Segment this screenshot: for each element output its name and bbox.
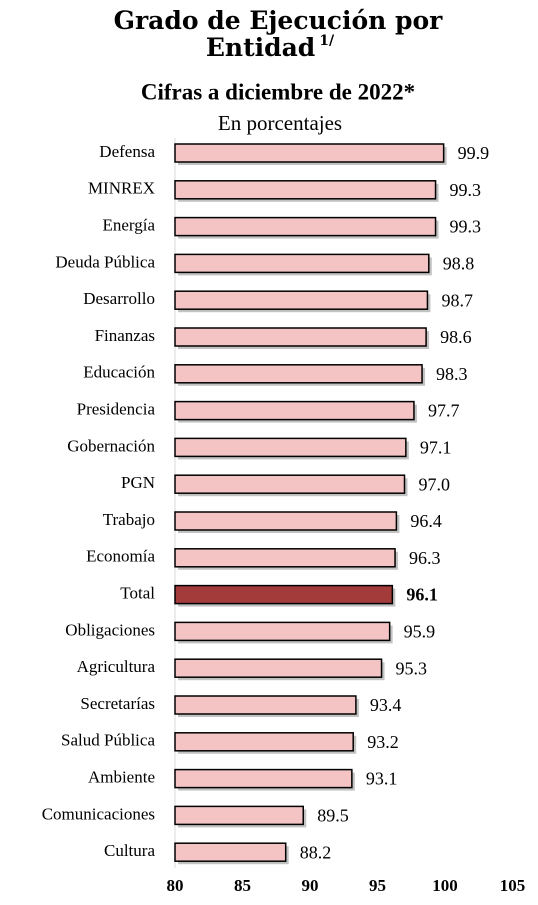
value-label: 96.4 xyxy=(410,511,442,531)
unit-label: En porcentajes xyxy=(218,111,342,135)
y-tick-label: Trabajo xyxy=(103,510,155,529)
bar xyxy=(174,474,406,494)
y-tick-label: Obligaciones xyxy=(65,620,155,639)
subtitle: Cifras a diciembre de 2022* xyxy=(141,79,415,104)
y-tick-label: Desarrollo xyxy=(83,289,155,308)
x-tick-label: 90 xyxy=(302,876,319,895)
value-label: 98.8 xyxy=(443,254,475,274)
bar xyxy=(174,437,407,458)
bar xyxy=(174,290,429,310)
value-label: 98.3 xyxy=(436,364,468,384)
value-label: 96.3 xyxy=(409,548,441,568)
value-label: 98.7 xyxy=(441,290,473,310)
value-label: 97.7 xyxy=(428,401,460,421)
value-label: 99.3 xyxy=(450,180,482,200)
bar xyxy=(174,400,415,421)
y-tick-label: Presidencia xyxy=(77,400,156,419)
x-tick-label: 80 xyxy=(167,876,184,895)
x-tick-label: 85 xyxy=(234,876,251,895)
y-tick-label: Secretarías xyxy=(80,694,155,713)
bar xyxy=(174,768,353,789)
y-tick-label: Educación xyxy=(83,363,155,382)
value-label: 95.9 xyxy=(404,622,436,642)
y-tick-label: Energía xyxy=(102,216,155,235)
bar xyxy=(174,732,354,752)
bar xyxy=(174,658,383,678)
title-line: Grado de Ejecución por xyxy=(114,6,444,35)
bar xyxy=(174,842,287,862)
y-tick-label: MINREX xyxy=(88,179,155,198)
value-label: 98.6 xyxy=(440,327,472,347)
y-tick-label: Salud Pública xyxy=(61,731,155,750)
value-label: 99.3 xyxy=(450,217,482,237)
value-label: 97.1 xyxy=(420,438,452,458)
bar xyxy=(174,511,398,531)
x-tick-label: 95 xyxy=(369,876,386,895)
y-tick-label: Deuda Pública xyxy=(55,252,155,271)
y-tick-label: Agricultura xyxy=(77,657,156,676)
value-label: 88.2 xyxy=(300,842,332,862)
y-tick-label: Cultura xyxy=(104,841,155,860)
y-tick-label: Finanzas xyxy=(95,326,155,345)
value-label: 93.2 xyxy=(367,732,399,752)
value-label: 89.5 xyxy=(317,806,349,826)
y-tick-label: Economía xyxy=(86,547,155,566)
value-label: 93.4 xyxy=(370,695,402,715)
title-note: 1/ xyxy=(319,33,335,49)
value-label: 96.1 xyxy=(406,585,438,605)
bar xyxy=(174,621,391,642)
bar xyxy=(174,548,396,568)
value-label: 99.9 xyxy=(458,143,490,163)
bar xyxy=(174,253,430,274)
value-label: 97.0 xyxy=(419,474,451,494)
chart-title: Grado de Ejecución por Entidad 1/ xyxy=(114,6,444,62)
bar xyxy=(174,327,427,347)
y-tick-label: PGN xyxy=(121,473,155,492)
y-tick-label: Comunicaciones xyxy=(42,804,155,823)
y-tick-label: Total xyxy=(120,584,155,603)
bar xyxy=(174,584,394,605)
bar xyxy=(174,805,304,826)
bar xyxy=(174,143,445,163)
value-label: 93.1 xyxy=(366,769,398,789)
x-tick-label: 105 xyxy=(500,876,526,895)
bar xyxy=(174,180,437,200)
value-label: 95.3 xyxy=(396,658,428,678)
bar xyxy=(174,216,437,237)
bar xyxy=(174,364,423,384)
x-tick-label: 100 xyxy=(432,876,458,895)
title-line: Entidad xyxy=(206,33,315,62)
y-tick-label: Gobernación xyxy=(67,436,155,455)
bar xyxy=(174,695,357,715)
y-tick-label: Defensa xyxy=(99,142,155,161)
y-tick-label: Ambiente xyxy=(88,768,155,787)
